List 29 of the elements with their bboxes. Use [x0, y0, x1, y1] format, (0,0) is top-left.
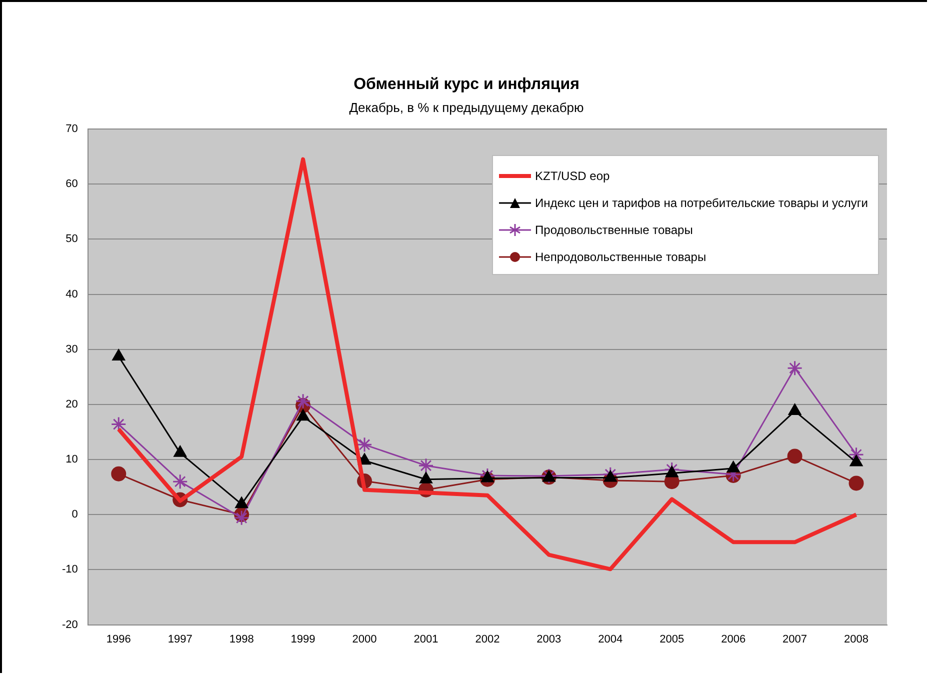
- y-tick-label: 20: [66, 398, 78, 410]
- x-tick-label: 1999: [290, 633, 316, 646]
- x-tick-label: 2005: [660, 633, 684, 646]
- y-tick-label: 30: [66, 343, 78, 356]
- legend-label: KZT/USD eop: [535, 168, 610, 182]
- x-tick-label: 2003: [536, 633, 562, 646]
- chart-subtitle: Декабрь, в % к предыдущему декабрю: [348, 100, 585, 115]
- y-tick-label: 50: [66, 233, 78, 246]
- x-tick-label: 2004: [598, 633, 623, 646]
- y-tick-label: -10: [62, 564, 78, 576]
- y-tick-label: 0: [72, 508, 78, 521]
- x-tick-label: 2001: [414, 633, 438, 646]
- y-tick-label: 10: [66, 454, 78, 466]
- y-tick-label: 70: [66, 123, 78, 136]
- x-tick-label: 2006: [721, 633, 746, 646]
- legend-label: Непродовольственные товары: [535, 250, 706, 264]
- x-tick-label: 1996: [106, 633, 131, 646]
- x-tick-label: 2000: [352, 633, 377, 646]
- chart-title: Обменный курс и инфляция: [352, 76, 580, 94]
- y-tick-label: 60: [66, 178, 78, 190]
- x-tick-label: 2008: [844, 633, 869, 646]
- x-tick-label: 1997: [168, 633, 192, 646]
- legend-label: Индекс цен и тарифов на потребительские товары и услуги: [535, 196, 868, 210]
- y-tick-label: 40: [66, 288, 78, 300]
- x-tick-label: 2007: [782, 633, 808, 646]
- legend-label: Продовольственные товары: [535, 222, 693, 236]
- x-tick-label: 1998: [229, 633, 254, 646]
- x-tick-label: 2002: [475, 633, 500, 646]
- y-tick-label: -20: [62, 618, 78, 631]
